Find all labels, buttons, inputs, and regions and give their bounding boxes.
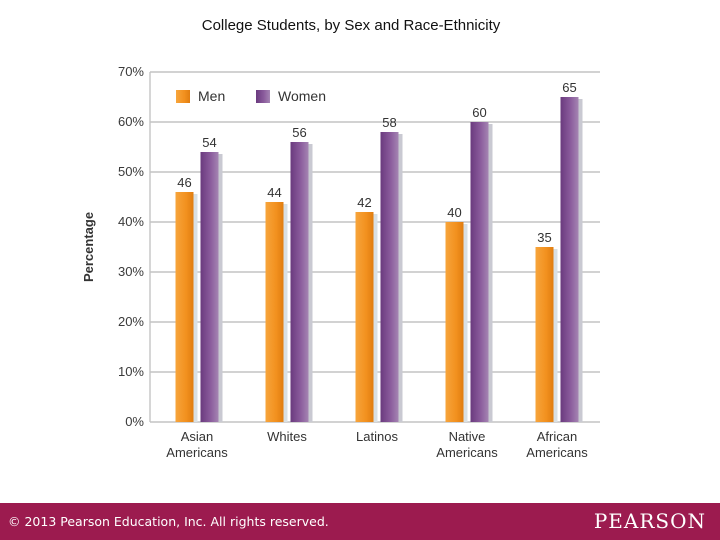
- bar-women: [470, 122, 489, 422]
- bar-men: [175, 192, 194, 422]
- data-label: 40: [447, 205, 461, 220]
- x-tick-label: Americans: [526, 445, 588, 460]
- bar-side-men: [463, 224, 468, 422]
- y-tick-label: 10%: [118, 364, 144, 379]
- bar-women: [200, 152, 219, 422]
- bar-men: [355, 212, 374, 422]
- footer-bar: © 2013 Pearson Education, Inc. All right…: [0, 503, 720, 540]
- x-tick-label: Asian: [181, 429, 214, 444]
- data-label: 42: [357, 195, 371, 210]
- x-tick-label: Latinos: [356, 429, 398, 444]
- x-tick-label: Whites: [267, 429, 307, 444]
- y-tick-label: 50%: [118, 164, 144, 179]
- bar-side-women: [398, 134, 403, 422]
- x-tick-label: African: [537, 429, 577, 444]
- legend-swatch-women: [256, 90, 270, 103]
- data-label: 58: [382, 115, 396, 130]
- legend-swatch-men: [176, 90, 190, 103]
- bar-women: [380, 132, 399, 422]
- bar-men: [265, 202, 284, 422]
- y-axis-title: Percentage: [81, 212, 96, 282]
- data-label: 35: [537, 230, 551, 245]
- copyright-text: © 2013 Pearson Education, Inc. All right…: [8, 514, 329, 529]
- data-label: 46: [177, 175, 191, 190]
- x-tick-label: Americans: [436, 445, 498, 460]
- y-tick-label: 0%: [125, 414, 144, 429]
- data-label: 56: [292, 125, 306, 140]
- data-label: 54: [202, 135, 216, 150]
- bar-chart: 0% 10% 20% 30% 40% 50% 60% 70% Percentage 46 54 Asi…: [81, 64, 600, 460]
- bar-women: [290, 142, 309, 422]
- bar-side-men: [373, 214, 378, 422]
- slide-title: College Students, by Sex and Race-Ethnic…: [201, 17, 501, 34]
- bar-women: [560, 97, 579, 422]
- bar-side-women: [308, 144, 313, 422]
- bar-side-women: [488, 124, 493, 422]
- data-label: 44: [267, 185, 281, 200]
- y-tick-label: 60%: [118, 114, 144, 129]
- bar-side-men: [193, 194, 198, 422]
- pearson-logo: PEARSON: [593, 509, 706, 533]
- bar-men: [535, 247, 554, 422]
- y-tick-label: 40%: [118, 214, 144, 229]
- bar-side-women: [218, 154, 223, 422]
- x-tick-label: Native: [449, 429, 486, 444]
- bar-side-men: [553, 249, 558, 422]
- y-tick-label: 20%: [118, 314, 144, 329]
- bar-side-women: [578, 99, 583, 422]
- data-label: 60: [472, 105, 486, 120]
- x-tick-label: Americans: [166, 445, 228, 460]
- legend-label-men: Men: [198, 88, 225, 104]
- bar-side-men: [283, 204, 288, 422]
- bar-men: [445, 222, 464, 422]
- data-label: 65: [562, 80, 576, 95]
- legend-label-women: Women: [278, 88, 326, 104]
- y-tick-label: 30%: [118, 264, 144, 279]
- y-tick-label: 70%: [118, 64, 144, 79]
